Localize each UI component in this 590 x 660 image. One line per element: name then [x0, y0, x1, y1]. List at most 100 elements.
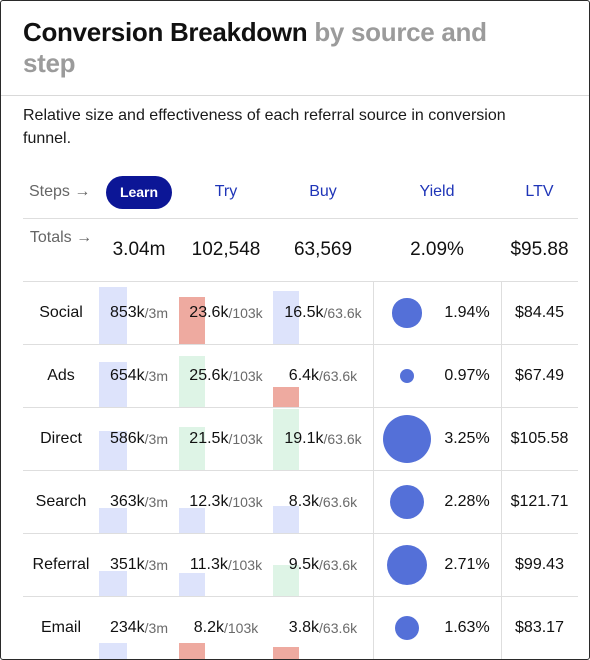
learn-bar [99, 362, 127, 407]
learn-total: /3m [144, 557, 169, 573]
learn-bar [99, 287, 127, 344]
ltv-value: $99.43 [515, 556, 564, 573]
buy-cell: 19.1k/63.6k [273, 408, 373, 470]
buy-total: /63.6k [323, 431, 362, 447]
buy-total: /63.6k [319, 368, 358, 384]
try-cell: 8.2k/103k [179, 597, 273, 659]
buy-cell: 16.5k/63.6k [273, 282, 373, 344]
ltv-value: $84.45 [515, 304, 564, 321]
try-value: 11.3k [189, 556, 228, 573]
total-yield: 2.09% [410, 239, 464, 260]
buy-cell: 8.3k/63.6k [273, 471, 373, 533]
learn-cell: 234k/3m [99, 597, 179, 659]
learn-value: 853k [109, 304, 145, 321]
row-source-label: Search [35, 493, 87, 510]
learn-bar [99, 431, 127, 470]
buy-bar [273, 387, 299, 407]
try-total: /103k [224, 620, 259, 636]
yield-value: 2.71% [444, 556, 490, 573]
learn-cell: 853k/3m [99, 282, 179, 344]
totals-divider [23, 281, 578, 282]
ltv-value: $105.58 [510, 430, 569, 447]
buy-value: 6.4k [288, 367, 320, 384]
row-divider [23, 407, 578, 408]
tab-try[interactable]: Try [214, 183, 238, 200]
try-cell: 12.3k/103k [179, 471, 273, 533]
learn-value: 654k [109, 367, 145, 384]
buy-bar [273, 506, 299, 533]
title-main: Conversion Breakdown [23, 17, 308, 47]
yield-value: 1.94% [444, 304, 490, 321]
yield-value: 2.28% [444, 493, 490, 510]
try-total: /103k [228, 368, 263, 384]
learn-cell: 586k/3m [99, 408, 179, 470]
yield-bubble [399, 368, 415, 384]
try-total: /103k [227, 557, 263, 573]
try-total: /103k [228, 305, 263, 321]
try-bar [179, 356, 205, 407]
try-cell: 25.6k/103k [179, 345, 273, 407]
header-divider [23, 218, 578, 219]
yield-bubble [392, 298, 422, 328]
total-try: 102,548 [191, 239, 261, 260]
buy-cell: 6.4k/63.6k [273, 345, 373, 407]
row-divider [23, 470, 578, 471]
title-divider [1, 95, 589, 96]
buy-total: /63.6k [319, 494, 358, 510]
buy-value: 16.5k [284, 304, 324, 321]
buy-total: /63.6k [319, 557, 358, 573]
learn-total: /3m [144, 494, 169, 510]
try-bar [179, 573, 205, 596]
learn-bar [99, 643, 127, 659]
ltv-value: $83.17 [515, 619, 564, 636]
try-total: /103k [228, 494, 263, 510]
total-learn: 3.04m [112, 239, 166, 260]
learn-cell: 654k/3m [99, 345, 179, 407]
buy-cell: 9.5k/63.6k [273, 534, 373, 596]
row-source-label: Referral [32, 556, 90, 573]
row-source-label: Ads [47, 367, 75, 384]
tab-ltv[interactable]: LTV [525, 183, 554, 200]
learn-value: 351k [109, 556, 145, 573]
learn-cell: 351k/3m [99, 534, 179, 596]
buy-value: 19.1k [284, 430, 324, 447]
ltv-divider [501, 281, 502, 659]
buy-bar [273, 291, 299, 344]
total-buy: 63,569 [293, 239, 353, 260]
try-value: 8.2k [193, 619, 224, 636]
tab-buy[interactable]: Buy [309, 183, 337, 200]
yield-divider [373, 281, 374, 659]
try-bar [179, 297, 205, 344]
tab-learn[interactable]: Learn [99, 173, 179, 211]
row-divider [23, 344, 578, 345]
learn-value: 234k [109, 619, 145, 636]
try-bar [179, 643, 205, 659]
yield-value: 3.25% [444, 430, 490, 447]
row-divider [23, 596, 578, 597]
ltv-value: $67.49 [515, 367, 564, 384]
row-source-label: Email [40, 619, 81, 636]
learn-total: /3m [144, 431, 169, 447]
yield-value: 1.63% [444, 619, 490, 636]
learn-total: /3m [144, 305, 169, 321]
try-total: /103k [228, 431, 263, 447]
learn-bar [99, 508, 127, 533]
yield-bubble [394, 615, 420, 641]
learn-value: 586k [109, 430, 145, 447]
try-value: 12.3k [189, 493, 229, 510]
buy-total: /63.6k [323, 305, 362, 321]
tab-yield[interactable]: Yield [419, 183, 455, 200]
buy-bar [273, 647, 299, 659]
try-value: 25.6k [189, 367, 229, 384]
buy-value: 3.8k [288, 619, 320, 636]
try-value: 23.6k [189, 304, 229, 321]
buy-value: 9.5k [288, 556, 320, 573]
try-value: 21.5k [189, 430, 229, 447]
row-source-label: Direct [40, 430, 82, 447]
learn-total: /3m [144, 620, 169, 636]
total-ltv: $95.88 [510, 239, 569, 260]
tab-learn-label: Learn [105, 175, 173, 209]
try-bar [179, 427, 205, 470]
page-title: Conversion Breakdown by source and step [23, 17, 523, 79]
